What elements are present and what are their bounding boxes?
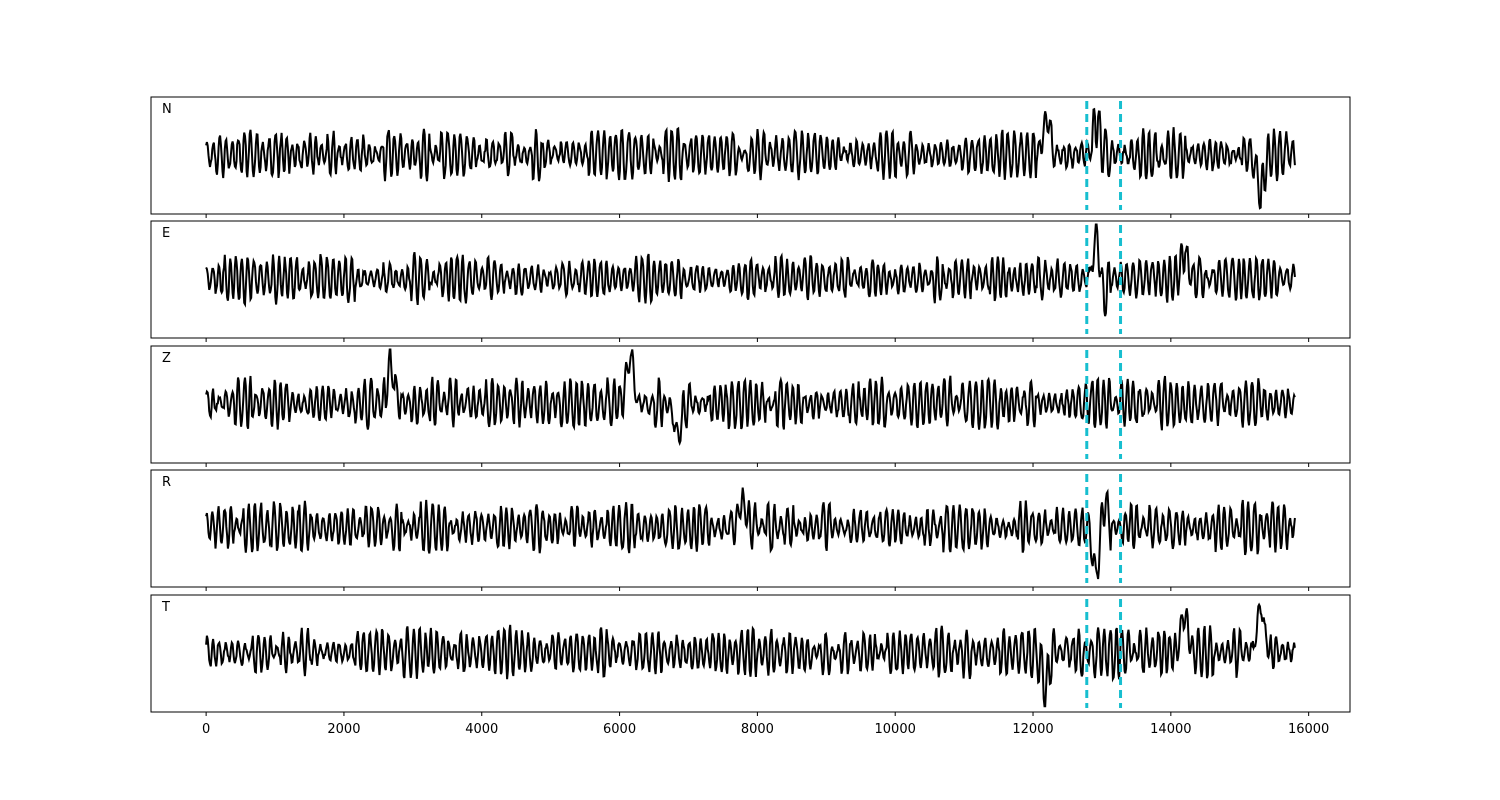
x-tick-label: 6000 [603, 722, 636, 737]
panel-frame [150, 220, 1351, 339]
trace-panel-t: T [150, 594, 1351, 716]
panel-label-n: N [162, 102, 172, 117]
x-tick-label: 4000 [465, 722, 498, 737]
panel-frame [150, 469, 1351, 588]
panel-frame [150, 594, 1351, 713]
x-axis: 0 2000 4000 6000 8000 10000 12000 14000 16000 [202, 722, 1329, 737]
panel-frame [150, 96, 1351, 215]
x-tick-label: 2000 [327, 722, 360, 737]
trace-line-z [205, 348, 1296, 446]
panel-label-t: T [161, 600, 170, 615]
trace-panel-n: N [150, 96, 1351, 218]
x-tick-label: 14000 [1150, 722, 1191, 737]
x-tick-label: 0 [202, 722, 210, 737]
trace-panels: N E Z R T [150, 96, 1351, 716]
trace-panel-r: R [150, 469, 1351, 591]
trace-panel-e: E [150, 220, 1351, 342]
trace-panel-z: Z [150, 345, 1351, 467]
trace-line-r [205, 487, 1296, 580]
x-tick-label: 12000 [1012, 722, 1053, 737]
panel-label-r: R [162, 475, 171, 490]
panel-label-z: Z [162, 351, 171, 366]
trace-line-n [205, 107, 1296, 210]
x-tick-label: 10000 [875, 722, 916, 737]
trace-line-e [205, 223, 1296, 317]
panel-label-e: E [162, 226, 170, 241]
trace-line-t [205, 602, 1296, 708]
panel-frame [150, 345, 1351, 464]
x-tick-label: 16000 [1288, 722, 1329, 737]
x-tick-label: 8000 [741, 722, 774, 737]
